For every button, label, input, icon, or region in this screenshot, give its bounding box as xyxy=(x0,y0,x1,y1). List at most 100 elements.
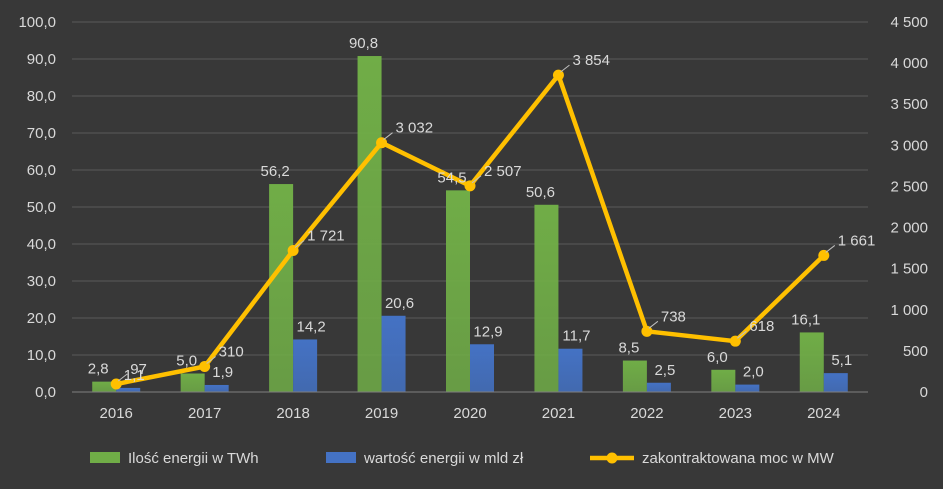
y-right-tick-label: 3 000 xyxy=(890,137,928,154)
bar-data-label: 56,2 xyxy=(261,163,290,180)
bar-energy-2017 xyxy=(180,373,205,392)
y-right-tick-label: 3 500 xyxy=(890,96,928,113)
leader-line xyxy=(648,320,659,329)
bar-value-2024 xyxy=(823,373,848,392)
y-right-tick-label: 2 000 xyxy=(890,220,928,237)
line-point-2016 xyxy=(110,378,122,390)
bar-data-label: 1,9 xyxy=(212,364,233,381)
bar-data-label: 16,1 xyxy=(791,311,820,328)
y-left-tick-label: 0,0 xyxy=(35,384,56,401)
x-tick-label: 2022 xyxy=(630,405,663,422)
y-left-tick-label: 80,0 xyxy=(27,88,56,105)
y-left-tick-label: 90,0 xyxy=(27,51,56,68)
x-tick-label: 2023 xyxy=(719,405,752,422)
y-right-tick-label: 2 500 xyxy=(890,178,928,195)
line-data-label: 97 xyxy=(130,361,147,378)
y-left-tick-label: 50,0 xyxy=(27,199,56,216)
line-series xyxy=(110,69,830,390)
line-point-2021 xyxy=(552,69,564,81)
y-right-tick-label: 500 xyxy=(903,343,928,360)
line-data-label: 738 xyxy=(661,308,686,325)
axes: 0,0 10,0 20,0 30,0 40,0 50,0 60,0 70,0 80,0 90,0 1… xyxy=(18,14,928,422)
bar-energy-2022 xyxy=(622,360,647,392)
leader-line xyxy=(206,356,216,364)
bar-value-2021 xyxy=(558,348,583,392)
bar-energy-2016 xyxy=(92,381,117,392)
bar-data-label: 2,5 xyxy=(654,362,675,379)
bar-data-label: 54,5 xyxy=(437,169,466,186)
leader-line xyxy=(471,175,482,184)
y-left-tick-label: 60,0 xyxy=(27,162,56,179)
line-data-label: 1 721 xyxy=(307,227,345,244)
y-left-tick-label: 70,0 xyxy=(27,125,56,142)
y-left-tick-label: 30,0 xyxy=(27,273,56,290)
leader-line xyxy=(383,132,393,141)
bar-energy-2021 xyxy=(534,204,559,392)
line-data-label: 3 032 xyxy=(396,120,434,137)
bar-value-2022 xyxy=(646,382,671,392)
legend-label: zakontraktowana moc w MW xyxy=(642,450,835,467)
line-point-2018 xyxy=(287,244,299,256)
y-right-tick-label: 0 xyxy=(920,384,928,401)
bar-data-label: 12,9 xyxy=(473,323,502,340)
leader-line xyxy=(117,373,128,382)
line-point-2023 xyxy=(729,335,741,347)
x-tick-label: 2024 xyxy=(807,405,840,422)
legend-label: Ilość energii w TWh xyxy=(128,450,259,467)
line-data-label: 2 507 xyxy=(484,163,522,180)
y-right-tick-label: 4 500 xyxy=(890,14,928,31)
leader-line xyxy=(737,330,747,339)
leader-line xyxy=(294,240,305,248)
data-labels: 2,8 5,0 56,2 90,8 54,5 50,6 8,5 6,0 16,1 1,1 1,9 14… xyxy=(88,35,876,384)
bar-energy-2023 xyxy=(711,369,736,392)
bar-data-label: 90,8 xyxy=(349,35,378,52)
legend-swatch xyxy=(90,452,120,463)
legend: Ilość energii w TWh wartość energii w mld… xyxy=(90,450,835,467)
line-point-2017 xyxy=(199,361,211,373)
x-tick-label: 2018 xyxy=(276,405,309,422)
bar-data-label: 1,1 xyxy=(124,367,145,384)
x-tick-label: 2019 xyxy=(365,405,398,422)
line-point-2024 xyxy=(818,249,830,261)
bar-value-2016 xyxy=(116,387,141,392)
bar-data-label: 8,5 xyxy=(618,340,639,357)
x-tick-label: 2021 xyxy=(542,405,575,422)
x-tick-label: 2020 xyxy=(453,405,486,422)
y-right-tick-label: 1 500 xyxy=(890,261,928,278)
bar-value-2023 xyxy=(735,384,760,392)
legend-swatch xyxy=(326,452,356,463)
y-left-tick-label: 100,0 xyxy=(18,14,56,31)
bar-data-label: 20,6 xyxy=(385,295,414,312)
leader-line xyxy=(560,64,570,73)
line-point-2022 xyxy=(641,325,653,337)
leader-line xyxy=(825,245,836,253)
y-right-tick-label: 1 000 xyxy=(890,302,928,319)
bar-energy-2019 xyxy=(357,56,382,392)
line-point-2019 xyxy=(376,137,388,149)
bar-data-label: 6,0 xyxy=(707,349,728,366)
bars xyxy=(92,56,848,392)
bar-energy-2018 xyxy=(269,184,294,392)
line-data-label: 618 xyxy=(749,318,774,335)
line-data-label: 310 xyxy=(219,344,244,361)
bar-value-2018 xyxy=(293,339,318,392)
bar-data-label: 5,1 xyxy=(831,352,852,369)
bar-energy-2020 xyxy=(446,190,470,392)
x-tick-label: 2017 xyxy=(188,405,221,422)
line-data-label: 1 661 xyxy=(838,232,876,249)
y-left-tick-label: 10,0 xyxy=(27,347,56,364)
bar-value-2019 xyxy=(381,315,406,392)
bar-data-label: 14,2 xyxy=(297,318,326,335)
legend-swatch-marker xyxy=(606,452,618,464)
bar-data-label: 11,7 xyxy=(562,328,590,345)
line-point-2020 xyxy=(464,180,476,192)
line-data-label: 3 854 xyxy=(572,52,610,69)
y-right-tick-label: 4 000 xyxy=(890,55,928,72)
bar-data-label: 2,0 xyxy=(743,364,764,381)
bar-energy-2024 xyxy=(799,332,824,392)
y-left-tick-label: 40,0 xyxy=(27,236,56,253)
bar-value-2020 xyxy=(470,344,494,392)
legend-label: wartość energii w mld zł xyxy=(363,450,524,467)
y-left-tick-label: 20,0 xyxy=(27,310,56,327)
